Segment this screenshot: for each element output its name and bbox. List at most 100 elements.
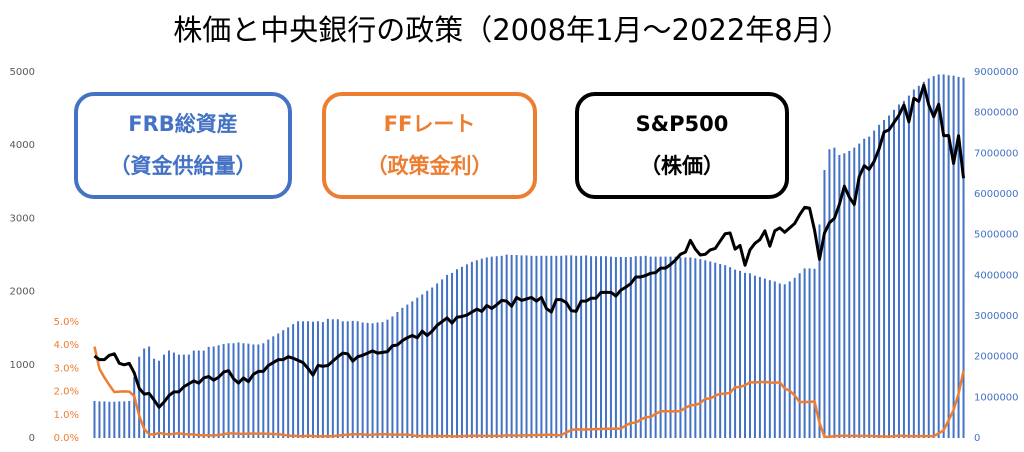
bar xyxy=(758,276,761,438)
bar xyxy=(917,85,920,439)
bar xyxy=(401,307,404,438)
y2-tick-label: 3000000 xyxy=(974,311,1019,322)
bar xyxy=(446,274,449,438)
bar xyxy=(689,257,692,438)
bar xyxy=(287,327,290,438)
y-tick-label: 3000 xyxy=(10,213,35,224)
bar xyxy=(346,321,349,438)
bar xyxy=(177,354,180,438)
bar xyxy=(575,255,578,438)
bar xyxy=(465,264,468,438)
y3-tick-label: 4.0% xyxy=(54,340,79,351)
bar xyxy=(555,255,558,438)
bar xyxy=(922,81,925,438)
bar xyxy=(421,294,424,438)
bar xyxy=(192,350,195,438)
bar xyxy=(426,290,429,438)
bar xyxy=(505,254,508,438)
bar xyxy=(565,255,568,438)
bar xyxy=(709,261,712,438)
bar xyxy=(535,255,538,438)
bar xyxy=(932,76,935,439)
bar xyxy=(391,316,394,438)
bar xyxy=(858,143,861,438)
legend-label: S&P500 xyxy=(636,112,729,136)
bar xyxy=(629,257,632,438)
chart-title: 株価と中央銀行の政策（2008年1月～2022年8月） xyxy=(173,13,851,47)
bar xyxy=(138,356,141,438)
bar xyxy=(480,258,483,438)
bar xyxy=(376,322,379,438)
bar xyxy=(187,354,190,438)
bar xyxy=(868,136,871,438)
bar xyxy=(341,321,344,438)
bar xyxy=(719,263,722,438)
bar xyxy=(659,256,662,438)
bar xyxy=(217,345,220,438)
line xyxy=(93,83,966,409)
bar xyxy=(133,377,136,438)
bar xyxy=(326,318,329,438)
bar xyxy=(560,255,563,438)
bar xyxy=(863,138,866,438)
bar xyxy=(500,255,503,438)
bar xyxy=(853,147,856,438)
bar xyxy=(485,257,488,438)
bar xyxy=(828,149,831,438)
legend-box xyxy=(74,92,292,199)
line xyxy=(93,346,965,439)
bar xyxy=(396,311,399,438)
bar xyxy=(684,257,687,438)
y-tick-label: 4000 xyxy=(10,140,35,151)
y2-tick-label: 0 xyxy=(974,433,980,444)
bar xyxy=(609,256,612,438)
bar xyxy=(550,255,553,438)
legend-label: FFレート xyxy=(384,112,476,136)
bar xyxy=(356,321,359,438)
bar xyxy=(897,104,900,439)
bar xyxy=(590,256,593,438)
bar xyxy=(455,269,458,438)
bar xyxy=(103,401,106,438)
bar xyxy=(277,333,280,438)
bar xyxy=(724,265,727,438)
bar xyxy=(163,354,166,438)
y2-tick-label: 8000000 xyxy=(974,108,1019,119)
y-tick-label: 2000 xyxy=(10,287,35,298)
bar xyxy=(947,75,950,439)
y3-tick-label: 1.0% xyxy=(54,410,79,421)
y2-tick-label: 9000000 xyxy=(974,67,1019,78)
bar xyxy=(361,322,364,438)
bar xyxy=(952,75,955,438)
y-tick-label: 1000 xyxy=(10,360,35,371)
bar xyxy=(267,339,270,438)
bar xyxy=(699,259,702,438)
bar xyxy=(783,284,786,438)
bar xyxy=(679,257,682,438)
bar xyxy=(753,275,756,438)
bar xyxy=(813,268,816,438)
bar xyxy=(768,280,771,438)
bar xyxy=(108,401,111,438)
y2-tick-label: 6000000 xyxy=(974,189,1019,200)
bar xyxy=(128,400,131,438)
y3-tick-label: 3.0% xyxy=(54,363,79,374)
bar xyxy=(957,76,960,438)
bar xyxy=(823,170,826,439)
bar xyxy=(222,344,225,438)
bar xyxy=(644,255,647,438)
legend: FRB総資産 （資金供給量） FFレート （政策金利） S&P500 （株価） xyxy=(74,92,789,199)
bar xyxy=(674,256,677,438)
bar xyxy=(788,281,791,438)
bar xyxy=(570,255,573,438)
bar xyxy=(798,273,801,438)
bar xyxy=(331,319,334,438)
bar xyxy=(773,281,776,438)
bar xyxy=(818,224,821,438)
bar xyxy=(649,256,652,438)
bar xyxy=(833,147,836,438)
bar xyxy=(892,109,895,438)
bar xyxy=(902,100,905,438)
bar xyxy=(247,343,250,438)
